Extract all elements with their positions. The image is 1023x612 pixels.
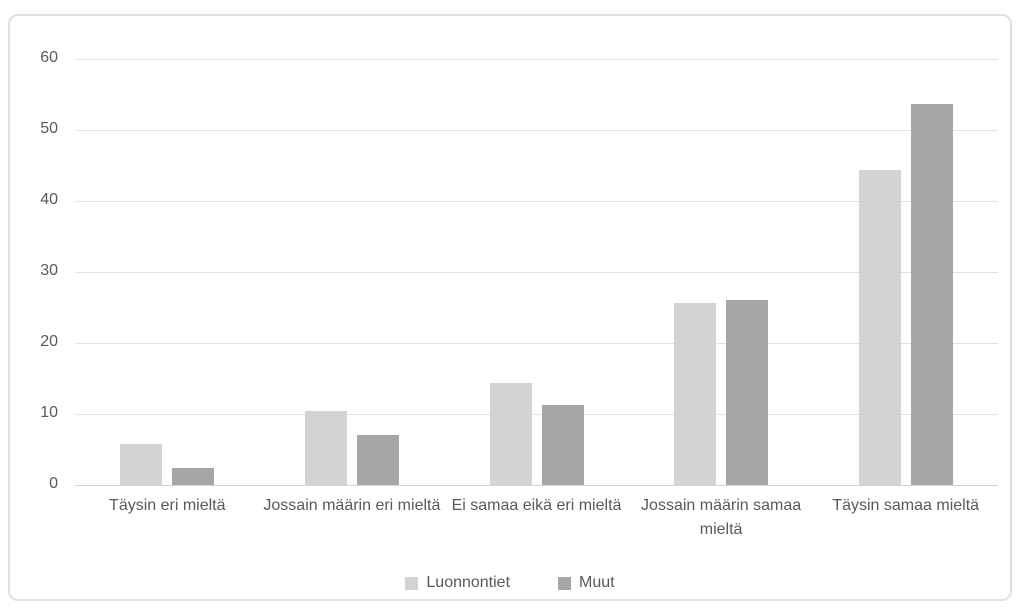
bar [541, 405, 584, 485]
legend-item-muut: Muut [558, 574, 615, 592]
y-axis-tick-label: 50 [40, 120, 58, 137]
gridline [75, 271, 998, 273]
bar [489, 383, 532, 485]
y-axis-tick-label: 40 [40, 191, 58, 208]
gridline [75, 200, 998, 202]
x-axis-category-label: Jossain määrin eri mieltä [263, 497, 441, 514]
legend-swatch-icon [558, 576, 572, 590]
bar [910, 104, 953, 485]
bar [858, 169, 901, 485]
bar [674, 303, 717, 485]
gridline [75, 342, 998, 344]
x-axis-category-label: Täysin samaa mieltä [832, 497, 980, 514]
x-axis-category-label: Täysin eri mieltä [109, 497, 226, 514]
bar [120, 443, 163, 485]
bar [172, 467, 215, 485]
legend-item-luonnontiet: Luonnontiet [405, 574, 510, 592]
legend-swatch-icon [405, 576, 419, 590]
y-axis-tick-label: 20 [40, 333, 58, 350]
bar [356, 435, 399, 485]
gridline [75, 413, 998, 415]
y-axis-tick-label: 0 [49, 475, 58, 492]
gridline [75, 58, 998, 60]
x-axis-category-label: Jossain määrin samaa mieltä [641, 497, 802, 538]
bar [726, 299, 769, 485]
chart-frame: Täysin eri mieltä Jossain määrin eri miel… [8, 14, 1012, 601]
plot-area [75, 58, 998, 486]
x-axis-line [75, 484, 998, 486]
y-axis-tick-label: 60 [40, 49, 58, 66]
legend-label: Luonnontiet [426, 574, 511, 591]
legend-label: Muut [579, 574, 615, 591]
y-axis-tick-label: 10 [40, 404, 58, 421]
bar [304, 411, 347, 485]
y-axis-tick-label: 30 [40, 262, 58, 279]
gridline [75, 129, 998, 131]
x-axis-category-label: Ei samaa eikä eri mieltä [451, 497, 622, 514]
legend: Luonnontiet Muut [10, 574, 1010, 592]
